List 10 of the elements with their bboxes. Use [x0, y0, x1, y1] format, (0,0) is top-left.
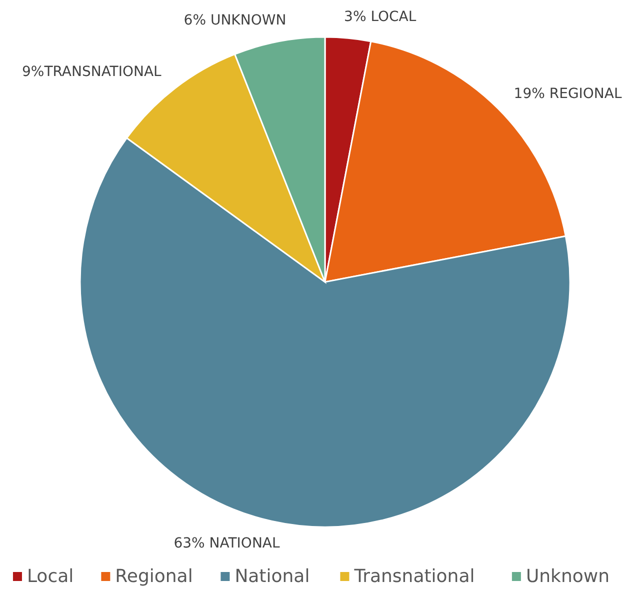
legend-label: Unknown — [526, 566, 610, 587]
data-label: 6% UNKNOWN — [184, 12, 286, 29]
legend-label: National — [234, 566, 310, 587]
legend-label: Regional — [115, 566, 193, 587]
data-label: 3% LOCAL — [344, 9, 416, 26]
legend-label: Local — [26, 566, 74, 587]
data-label: 19% REGIONAL — [514, 86, 622, 102]
legend-label: Transnational — [353, 566, 475, 587]
data-label: 63% NATIONAL — [174, 536, 280, 552]
data-label: 9%TRANSNATIONAL — [22, 64, 162, 80]
